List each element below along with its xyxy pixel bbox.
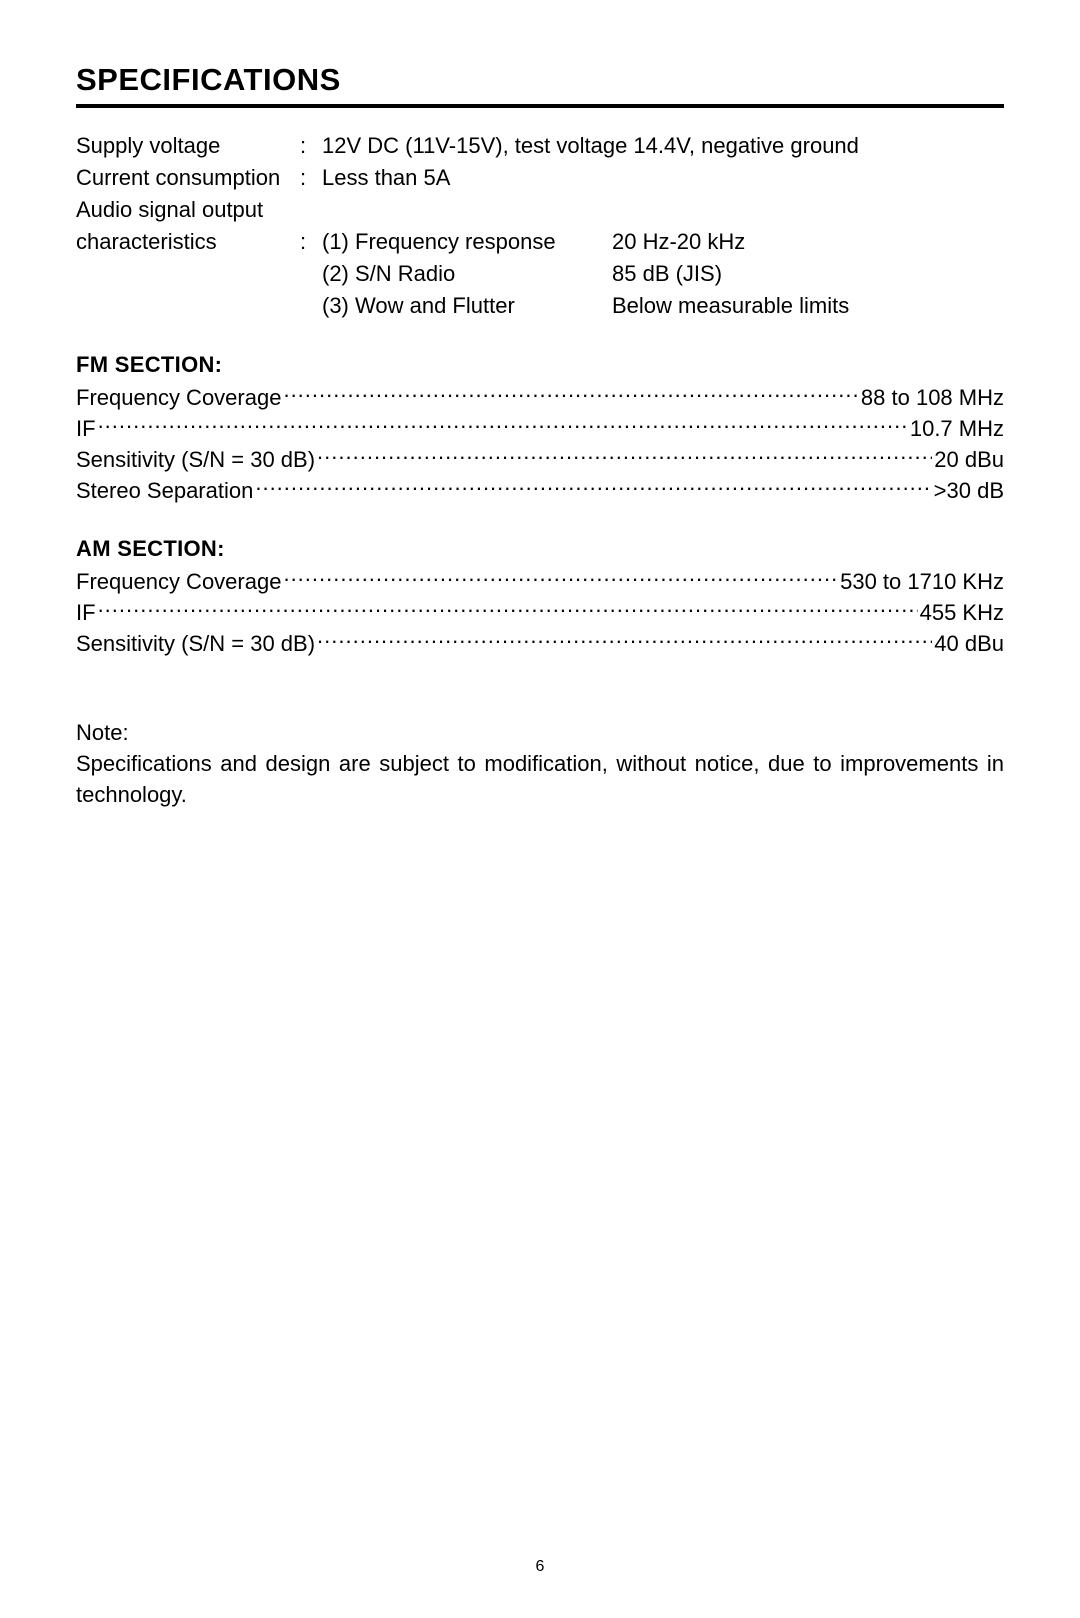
general-specs: Supply voltage : 12V DC (11V-15V), test …: [76, 130, 1004, 322]
spec-value: Less than 5A: [322, 162, 1004, 194]
fm-value: >30 dB: [932, 475, 1004, 506]
fm-row: Sensitivity (S/N = 30 dB) 20 dBu: [76, 444, 1004, 475]
fm-row: Stereo Separation >30 dB: [76, 475, 1004, 506]
spec-value: 85 dB (JIS): [612, 258, 1004, 290]
am-label: Sensitivity (S/N = 30 dB): [76, 628, 317, 659]
am-label: Frequency Coverage: [76, 566, 283, 597]
am-value: 40 dBu: [932, 628, 1004, 659]
spec-label: characteristics: [76, 226, 300, 258]
spec-value: [322, 194, 1004, 226]
fm-label: Sensitivity (S/N = 30 dB): [76, 444, 317, 475]
colon: :: [300, 162, 322, 194]
leader-dots: [283, 383, 858, 405]
fm-label: Frequency Coverage: [76, 382, 283, 413]
fm-value: 10.7 MHz: [908, 413, 1004, 444]
spec-label: Audio signal output: [76, 194, 300, 226]
am-row: Sensitivity (S/N = 30 dB) 40 dBu: [76, 628, 1004, 659]
note-text: Specifications and design are subject to…: [76, 748, 1004, 810]
title-rule: [76, 104, 1004, 108]
spec-label: [76, 258, 300, 290]
am-value: 455 KHz: [918, 597, 1004, 628]
page-title: SPECIFICATIONS: [76, 62, 1004, 104]
colon: [300, 194, 322, 226]
fm-section-heading: FM SECTION:: [76, 352, 1004, 378]
am-section-rows: Frequency Coverage 530 to 1710 KHz IF 45…: [76, 566, 1004, 659]
spec-row-current-consumption: Current consumption : Less than 5A: [76, 162, 1004, 194]
fm-row: IF 10.7 MHz: [76, 413, 1004, 444]
leader-dots: [98, 414, 908, 436]
leader-dots: [255, 476, 931, 498]
spec-row-audio-line1: Audio signal output: [76, 194, 1004, 226]
colon: [300, 258, 322, 290]
am-label: IF: [76, 597, 98, 628]
am-section-heading: AM SECTION:: [76, 536, 1004, 562]
spec-label: Supply voltage: [76, 130, 300, 162]
spec-sublabel: (1) Frequency response: [322, 226, 612, 258]
leader-dots: [283, 567, 838, 589]
spec-value: 20 Hz-20 kHz: [612, 226, 1004, 258]
spec-row-audio-1: characteristics : (1) Frequency response…: [76, 226, 1004, 258]
fm-value: 88 to 108 MHz: [859, 382, 1004, 413]
fm-label: IF: [76, 413, 98, 444]
fm-row: Frequency Coverage 88 to 108 MHz: [76, 382, 1004, 413]
spec-label: [76, 290, 300, 322]
leader-dots: [98, 598, 918, 620]
spec-value: Below measurable limits: [612, 290, 1004, 322]
colon: :: [300, 130, 322, 162]
spec-row-audio-3: (3) Wow and Flutter Below measurable lim…: [76, 290, 1004, 322]
am-row: Frequency Coverage 530 to 1710 KHz: [76, 566, 1004, 597]
note-label: Note:: [76, 717, 1004, 748]
colon: [300, 290, 322, 322]
spec-row-audio-2: (2) S/N Radio 85 dB (JIS): [76, 258, 1004, 290]
fm-label: Stereo Separation: [76, 475, 255, 506]
fm-value: 20 dBu: [932, 444, 1004, 475]
leader-dots: [317, 445, 932, 467]
leader-dots: [317, 629, 932, 651]
spec-row-supply-voltage: Supply voltage : 12V DC (11V-15V), test …: [76, 130, 1004, 162]
page-number: 6: [0, 1558, 1080, 1576]
am-row: IF 455 KHz: [76, 597, 1004, 628]
spec-value: 12V DC (11V-15V), test voltage 14.4V, ne…: [322, 130, 1004, 162]
note-block: Note: Specifications and design are subj…: [76, 717, 1004, 810]
am-value: 530 to 1710 KHz: [838, 566, 1004, 597]
spec-sublabel: (2) S/N Radio: [322, 258, 612, 290]
fm-section-rows: Frequency Coverage 88 to 108 MHz IF 10.7…: [76, 382, 1004, 506]
spec-label: Current consumption: [76, 162, 300, 194]
colon: :: [300, 226, 322, 258]
spec-sublabel: (3) Wow and Flutter: [322, 290, 612, 322]
